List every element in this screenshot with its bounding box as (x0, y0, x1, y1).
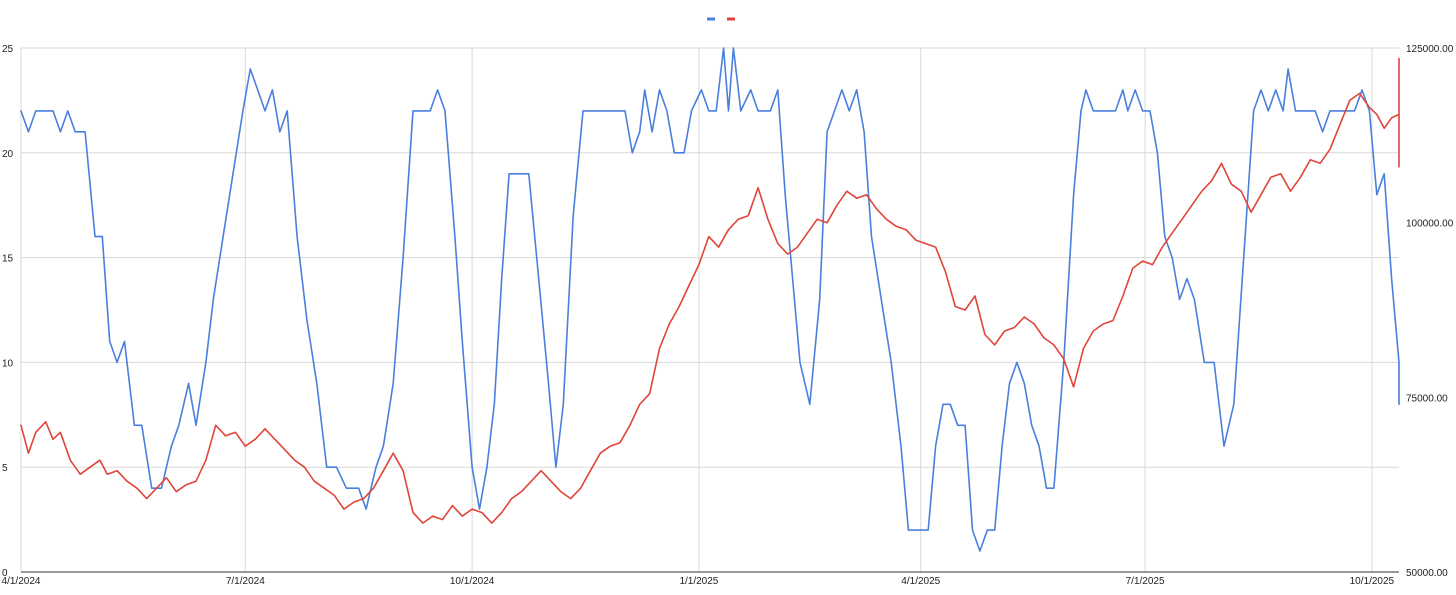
y-tick-label: 10 (2, 358, 14, 369)
x-tick-label: 7/1/2025 (1126, 576, 1165, 587)
y-tick-label: 20 (2, 149, 14, 160)
x-tick-label: 7/1/2024 (226, 576, 265, 587)
y-gridlines (21, 47, 1399, 468)
left-y-axis-labels: 0 5 10 15 20 25 (2, 44, 14, 579)
y2-tick-label: 75000.00 (1406, 393, 1448, 404)
right-y-axis-labels: 50000.00 75000.00 100000.00 125000.00 (1406, 44, 1454, 579)
x-tick-label: 10/1/2024 (450, 576, 495, 587)
x-tick-label: 10/1/2025 (1350, 576, 1395, 587)
y2-tick-label: 125000.00 (1406, 44, 1454, 55)
y2-tick-label: 50000.00 (1406, 568, 1448, 579)
x-gridlines (20, 48, 1373, 572)
y-tick-label: 5 (2, 463, 8, 474)
x-tick-label: 4/1/2024 (2, 576, 41, 587)
y-tick-label: 15 (2, 254, 14, 265)
y-tick-label: 25 (2, 44, 14, 55)
x-tick-label: 4/1/2025 (901, 576, 940, 587)
y-tick-label: 0 (2, 568, 8, 579)
series-lines (20, 47, 1400, 552)
x-axis-labels: 4/1/2024 7/1/2024 10/1/2024 1/1/2025 4/1/202… (2, 576, 1395, 587)
x-tick-label: 1/1/2025 (679, 576, 718, 587)
series-line-2 (20, 57, 1400, 524)
y2-tick-label: 100000.00 (1406, 219, 1454, 230)
series-line-1 (20, 47, 1400, 552)
